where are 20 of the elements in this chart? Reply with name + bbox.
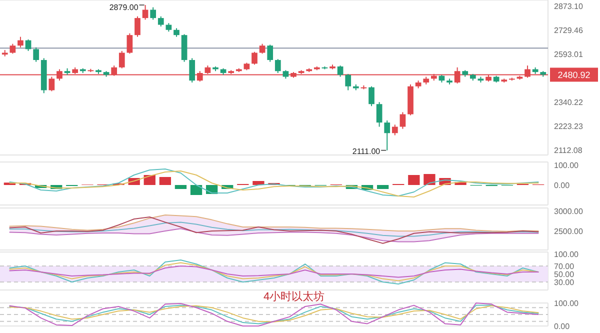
y-tick-label: 70.00	[554, 262, 575, 271]
y-tick-label: 0.00	[554, 322, 570, 331]
y-tick-label: 3000.00	[554, 206, 584, 216]
y-tick-label: 2500.00	[554, 226, 584, 236]
ref-line-label: 2480.92	[558, 70, 590, 80]
y-tick-label: 30.00	[554, 278, 575, 287]
annotation: 2111.00	[352, 147, 381, 156]
y-tick-label: 2593.01	[554, 50, 584, 59]
y-tick-label: 2729.46	[554, 26, 584, 35]
y-tick-label: 2112.08	[554, 146, 583, 155]
y-tick-label: 2340.22	[554, 98, 584, 107]
annotation: 4小时以太坊	[263, 290, 325, 303]
annotation: 2879.00	[109, 2, 139, 12]
y-tick-label: 50.00	[554, 270, 575, 279]
y-tick-label: 100.00	[554, 160, 580, 170]
y-tick-label: 100.00	[554, 250, 580, 259]
y-tick-label: 2873.10	[554, 2, 584, 11]
y-tick-label: 100.00	[554, 298, 580, 308]
y-tick-label: 0.00	[554, 180, 570, 190]
y-tick-label: 2223.23	[554, 122, 584, 131]
